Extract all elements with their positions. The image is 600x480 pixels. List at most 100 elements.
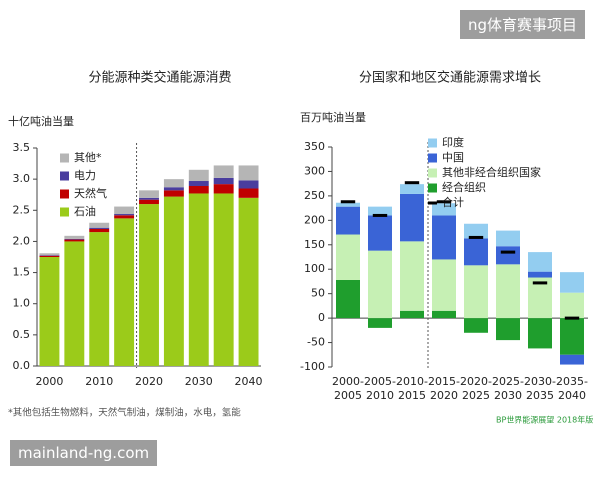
bar-segment: [114, 215, 135, 219]
y-tick-label: 1.5: [13, 266, 31, 279]
bar-segment: [238, 180, 259, 189]
y-axis-label: 百万吨油当量: [300, 110, 366, 124]
bar-segment: [188, 169, 209, 182]
y-tick-label: 2.0: [13, 234, 31, 247]
y-tick-label: 3.0: [13, 172, 31, 185]
y-tick-label: 200: [304, 213, 325, 226]
bar-segment: [464, 238, 488, 266]
bar-segment: [560, 272, 584, 293]
bar-segment: [496, 264, 520, 319]
bar-segment: [114, 218, 135, 366]
bar-segment: [400, 310, 424, 319]
bar-segment: [139, 197, 159, 200]
bar-segment: [238, 197, 259, 366]
total-marker: [372, 213, 388, 217]
bar-segment: [213, 177, 234, 185]
bar-segment: [163, 190, 184, 197]
legend-swatch: [60, 207, 69, 217]
bar-segment: [188, 193, 209, 366]
bar-segment: [368, 215, 392, 251]
bar-segment: [89, 222, 110, 228]
bar-segment: [213, 165, 234, 178]
bar-segment: [163, 187, 184, 191]
footnote: *其他包括生物燃料，天然气制油，煤制油，水电，氢能: [8, 407, 241, 419]
x-tick-label: 2010: [85, 375, 113, 388]
bar-segment: [89, 228, 110, 233]
bar-segment: [400, 193, 424, 242]
chart-title: 分国家和地区交通能源需求增长: [359, 70, 541, 86]
legend-swatch: [428, 168, 437, 178]
bar-segment: [39, 257, 60, 366]
x-tick-label: 2035-2040: [556, 375, 588, 402]
bar-segment: [39, 255, 60, 256]
y-tick-label: 100: [304, 262, 325, 275]
y-tick-label: 300: [304, 164, 325, 177]
bar-segment: [336, 202, 360, 207]
legend-swatch: [60, 171, 69, 181]
bar-segment: [336, 206, 360, 235]
bar-segment: [560, 318, 584, 355]
bar-segment: [464, 223, 488, 239]
bar-segment: [560, 292, 584, 319]
bar-segment: [432, 310, 456, 319]
legend-swatch: [428, 201, 437, 205]
watermark: mainland-ng.com: [10, 440, 158, 466]
x-tick-label: 2020: [135, 375, 163, 388]
x-tick-label: 2020-2025: [460, 375, 492, 402]
y-tick-label: 350: [304, 140, 325, 153]
x-tick-label: 2015-2020: [428, 375, 460, 402]
total-marker: [404, 181, 420, 185]
total-marker: [340, 200, 356, 204]
legend-label: 合计: [442, 195, 464, 209]
y-tick-label: 150: [304, 238, 325, 251]
x-tick-label: 2030-2035: [524, 375, 556, 402]
y-tick-label: 250: [304, 189, 325, 202]
source: BP世界能源展望 2018年版: [496, 415, 593, 425]
legend-label: 天然气: [74, 186, 107, 200]
legend-swatch: [428, 153, 437, 163]
bar-segment: [496, 230, 520, 247]
bar-segment: [39, 253, 60, 256]
bar-segment: [336, 234, 360, 280]
bar-segment: [89, 227, 110, 229]
legend-label: 石油: [74, 204, 96, 218]
y-tick-label: 3.5: [13, 141, 31, 154]
y-tick-label: -50: [307, 336, 325, 349]
legend-label: 印度: [442, 135, 464, 149]
legend-label: 其他非经合组织国家: [442, 165, 541, 179]
bar-segment: [139, 190, 159, 198]
total-marker: [564, 316, 580, 320]
total-marker: [532, 281, 548, 285]
total-marker: [436, 200, 452, 204]
bar-segment: [336, 279, 360, 319]
bar-segment: [64, 235, 85, 239]
legend-label: 经合组织: [442, 180, 486, 194]
legend-swatch: [60, 153, 69, 163]
bar-segment: [114, 214, 135, 216]
bar-segment: [64, 239, 85, 242]
bar-segment: [139, 204, 159, 366]
bar-segment: [213, 184, 234, 194]
total-marker: [468, 235, 484, 239]
x-tick-label: 2000-2005: [332, 375, 364, 402]
x-tick-label: 2000: [35, 375, 63, 388]
bar-segment: [89, 232, 110, 366]
bar-segment: [400, 184, 424, 194]
bar-segment: [114, 206, 135, 215]
bar-segment: [560, 354, 584, 365]
x-tick-label: 2040: [235, 375, 263, 388]
legend-label: 电力: [74, 169, 96, 182]
bar-segment: [528, 252, 552, 272]
watermark: ng体育赛事项目: [460, 10, 586, 39]
x-tick-label: 2005-2010: [364, 375, 396, 402]
y-tick-label: 0.5: [13, 328, 31, 341]
chart-title: 分能源种类交通能源消费: [88, 70, 231, 86]
bar-segment: [528, 271, 552, 278]
bar-segment: [39, 255, 60, 257]
bar-segment: [432, 203, 456, 216]
bar-segment: [64, 238, 85, 240]
bar-segment: [464, 265, 488, 319]
y-tick-label: -100: [300, 360, 325, 373]
bar-segment: [188, 185, 209, 194]
